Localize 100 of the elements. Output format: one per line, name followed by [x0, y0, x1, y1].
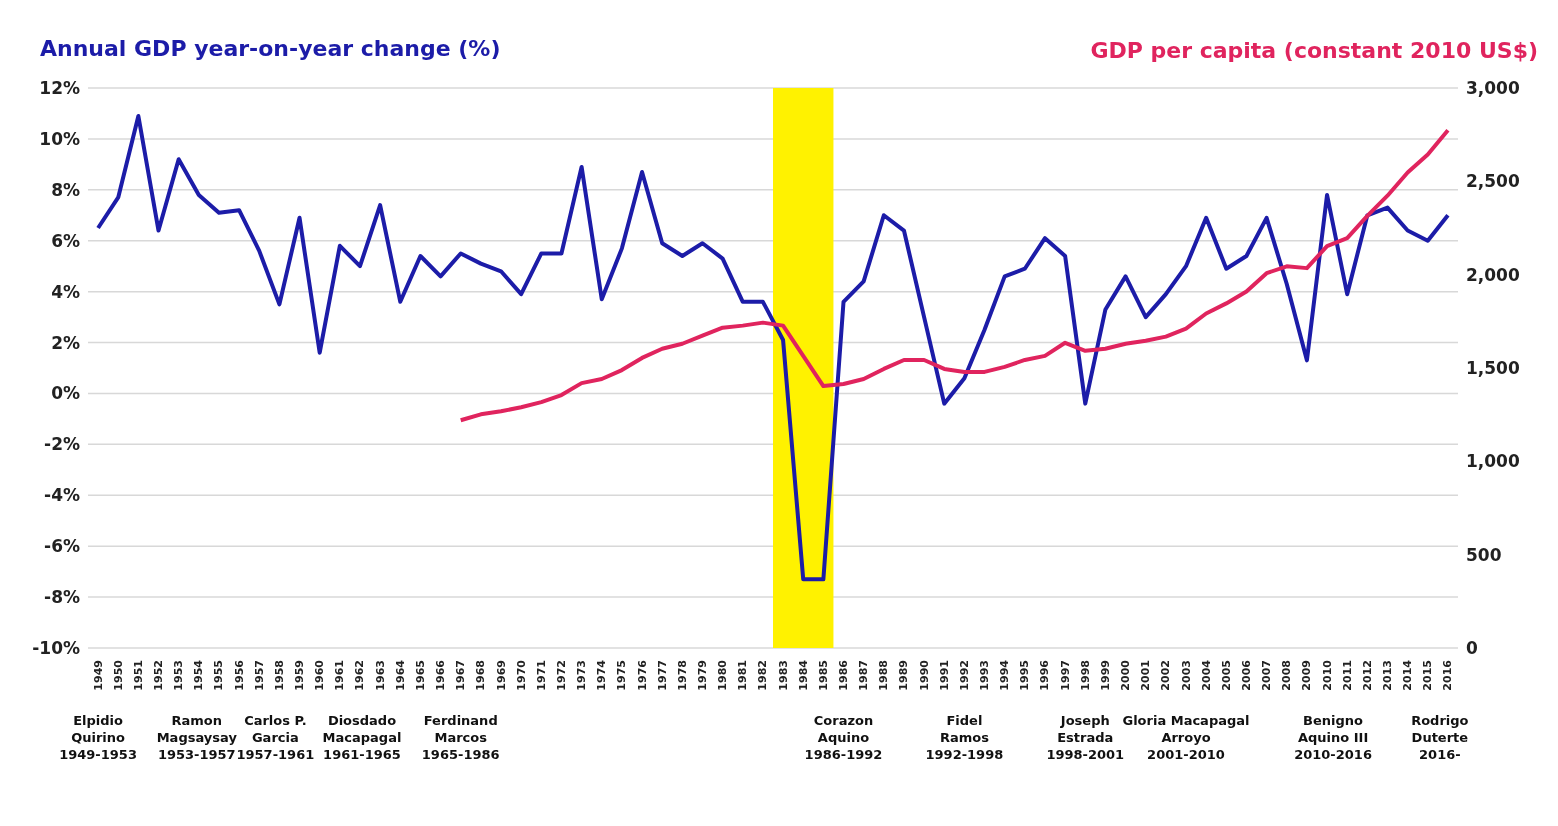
x-tick-label: 1995 — [1018, 660, 1032, 691]
text: Gloria Macapagal Arroyo 2001-2010 — [1122, 713, 1250, 762]
y-tick-label: -2% — [44, 434, 80, 455]
x-tick-label: 1975 — [615, 660, 629, 691]
x-tick-label: 1957 — [252, 660, 266, 691]
x-tick-label: 1977 — [655, 660, 669, 691]
x-tick-label: 1958 — [272, 660, 286, 691]
x-tick-label: 2008 — [1280, 660, 1294, 691]
y-tick-label: -8% — [44, 587, 80, 608]
x-tick-label: 2002 — [1159, 660, 1173, 691]
text: Ramon Magsaysay 1953-1957 — [156, 713, 237, 762]
y-tick-label: -10% — [32, 638, 80, 659]
x-tick-label: 2006 — [1239, 659, 1253, 691]
x-tick-label: 1961 — [333, 660, 347, 691]
x-tick-label: 1962 — [353, 660, 367, 691]
x-tick-label: 1967 — [454, 660, 468, 691]
x-tick-label: 1954 — [192, 659, 206, 691]
x-tick-label: 1989 — [897, 660, 911, 691]
x-tick-label: 1950 — [111, 659, 125, 691]
x-tick-label: 2013 — [1380, 660, 1394, 691]
x-tick-label: 1996 — [1038, 659, 1052, 691]
text: Fidel Ramos 1992-1998 — [924, 712, 1005, 763]
x-tick-label: 1993 — [978, 660, 992, 691]
text: Elpidio Quirino 1949-1953 — [59, 713, 137, 762]
x-tick-label: 1992 — [957, 660, 971, 691]
y-tick-label: 4% — [51, 281, 80, 302]
x-tick-label: 1991 — [937, 660, 951, 691]
x-tick-label: 1959 — [293, 660, 307, 691]
x-tick-label: 1981 — [736, 660, 750, 691]
text: Diosdado Macapagal 1961-1965 — [322, 713, 402, 762]
y-tick-label: 10% — [39, 128, 80, 149]
y-tick-label: 0% — [51, 383, 80, 404]
x-tick-label: 1980 — [716, 659, 730, 691]
y-axis-title: Annual GDP year-on-year change (%) — [40, 36, 501, 61]
x-tick-label: 2014 — [1401, 659, 1415, 691]
x-tick-label: 1956 — [232, 659, 246, 691]
x-tick-label: 1951 — [131, 660, 145, 691]
x-tick-label: 1987 — [857, 660, 871, 691]
x-tick-label: 1964 — [393, 659, 407, 691]
x-tick-label: 1997 — [1058, 660, 1072, 691]
x-tick-label: 1986 — [837, 659, 851, 691]
x-tick-label: 1952 — [152, 660, 166, 691]
x-tick-label: 1974 — [595, 659, 609, 691]
y-tick-label: -6% — [44, 536, 80, 557]
x-tick-label: 1969 — [494, 660, 508, 691]
x-tick-label: 2004 — [1199, 659, 1213, 691]
y-tick-label: -4% — [44, 485, 80, 506]
x-tick-label: 1960 — [313, 659, 327, 691]
x-tick-label: 1970 — [514, 659, 528, 691]
y-tick-label: 8% — [51, 179, 80, 200]
x-tick-label: 1983 — [776, 660, 790, 691]
x-tick-label: 2000 — [1119, 659, 1133, 691]
y2-tick-label: 1,000 — [1466, 451, 1520, 472]
x-tick-label: 1999 — [1098, 660, 1112, 691]
x-tick-label: 2016 — [1441, 659, 1455, 691]
text: Ferdinand Marcos 1965-1986 — [421, 713, 500, 762]
x-tick-label: 1988 — [877, 660, 891, 691]
x-tick-label: 1976 — [635, 659, 649, 691]
x-tick-label: 2012 — [1360, 660, 1374, 691]
y2-tick-label: 1,500 — [1466, 358, 1520, 379]
x-tick-label: 1971 — [534, 660, 548, 691]
x-tick-label: 1953 — [172, 660, 186, 691]
x-tick-label: 1963 — [373, 660, 387, 691]
x-tick-label: 2009 — [1300, 660, 1314, 691]
y-tick-label: 6% — [51, 230, 80, 251]
text: Benigno Aquino III 2010-2016 — [1293, 712, 1373, 763]
y-tick-label: 2% — [51, 332, 80, 353]
x-tick-label: 1968 — [474, 660, 488, 691]
y2-tick-label: 3,000 — [1466, 78, 1520, 99]
line-series — [458, 128, 1450, 423]
y2-tick-label: 0 — [1466, 638, 1478, 659]
x-tick-label: 1984 — [796, 659, 810, 691]
y2-tick-label: 2,000 — [1466, 264, 1520, 285]
y2-axis-title: GDP per capita (constant 2010 US$) — [1090, 38, 1538, 63]
x-tick-label: 2010 — [1320, 659, 1334, 691]
text: Carlos P. Garcia 1957-1961 — [236, 713, 315, 762]
x-tick-label: 2003 — [1179, 660, 1193, 691]
x-tick-label: 1998 — [1078, 660, 1092, 691]
x-tick-label: 1973 — [575, 660, 589, 691]
x-tick-label: 1979 — [695, 660, 709, 691]
text: Rodrigo Duterte 2016- — [1411, 713, 1469, 762]
x-tick-label: 2001 — [1139, 660, 1153, 691]
x-tick-label: 1966 — [434, 659, 448, 691]
x-tick-label: 1965 — [413, 660, 427, 691]
x-tick-label: 2005 — [1219, 660, 1233, 691]
x-tick-label: 1955 — [212, 660, 226, 691]
y2-tick-label: 500 — [1466, 544, 1502, 565]
x-tick-label: 1985 — [816, 660, 830, 691]
x-tick-label: 1982 — [756, 660, 770, 691]
y-tick-label: 12% — [39, 78, 80, 99]
x-tick-label: 2011 — [1340, 660, 1354, 691]
x-tick-label: 1978 — [675, 660, 689, 691]
x-tick-label: 2015 — [1421, 660, 1435, 691]
text: Corazon Aquino 1986-1992 — [803, 712, 884, 763]
x-tick-label: 1949 — [91, 660, 105, 691]
x-tick-label: 1994 — [998, 659, 1012, 691]
line-series — [96, 114, 1450, 582]
x-tick-label: 1972 — [554, 660, 568, 691]
x-tick-label: 1990 — [917, 659, 931, 691]
y2-tick-label: 2,500 — [1466, 171, 1520, 192]
